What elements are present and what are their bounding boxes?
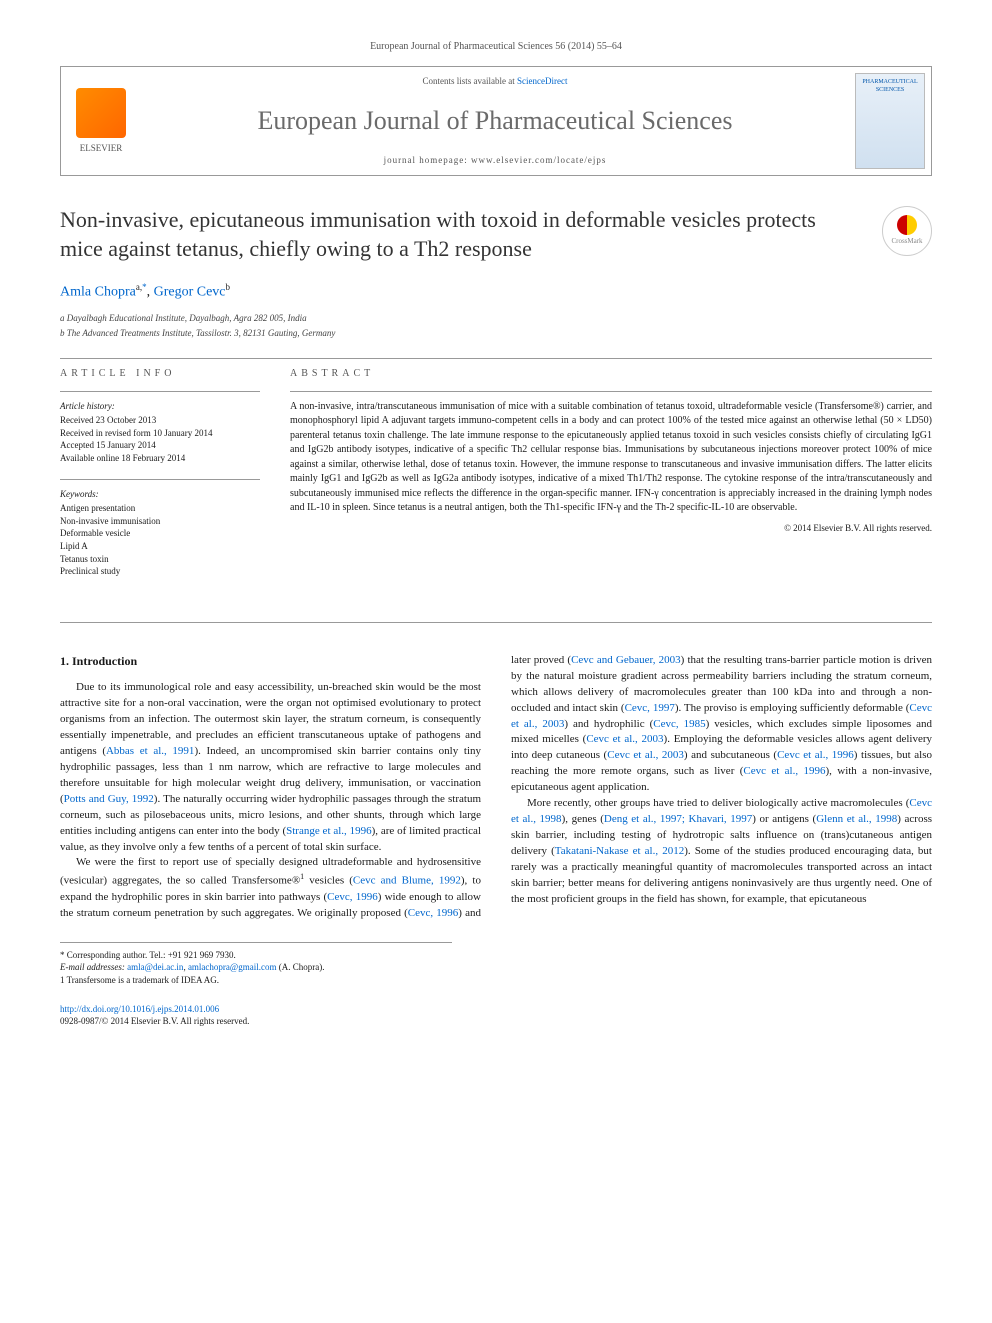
affiliations: a Dayalbagh Educational Institute, Dayal… bbox=[60, 312, 932, 339]
citation-link[interactable]: Cevc, 1997 bbox=[625, 702, 675, 714]
keyword: Antigen presentation bbox=[60, 502, 260, 515]
sciencedirect-link[interactable]: ScienceDirect bbox=[517, 76, 567, 86]
section-heading-intro: 1. Introduction bbox=[60, 653, 481, 670]
history-online: Available online 18 February 2014 bbox=[60, 452, 260, 465]
affiliation-a: a Dayalbagh Educational Institute, Dayal… bbox=[60, 312, 932, 325]
citation-link[interactable]: Cevc et al., 1996 bbox=[743, 765, 825, 777]
email-line: E-mail addresses: amla@dei.ac.in, amlach… bbox=[60, 961, 452, 974]
abstract-copyright: © 2014 Elsevier B.V. All rights reserved… bbox=[290, 522, 932, 535]
keyword: Preclinical study bbox=[60, 565, 260, 578]
homepage-url[interactable]: www.elsevier.com/locate/ejps bbox=[471, 155, 606, 165]
citation-link[interactable]: Strange et al., 1996 bbox=[286, 825, 372, 837]
citation-link[interactable]: Cevc et al., 2003 bbox=[607, 749, 684, 761]
keyword: Non-invasive immunisation bbox=[60, 515, 260, 528]
journal-cover-thumbnail[interactable]: PHARMACEUTICAL SCIENCES bbox=[855, 73, 925, 169]
footnotes: * Corresponding author. Tel.: +91 921 96… bbox=[60, 942, 452, 987]
authors: Amla Chopraa,*, Gregor Cevcb bbox=[60, 281, 932, 302]
keyword: Lipid A bbox=[60, 540, 260, 553]
divider bbox=[60, 479, 260, 480]
history-label: Article history: bbox=[60, 400, 260, 413]
abstract-heading: abstract bbox=[290, 367, 932, 381]
article-body: 1. Introduction Due to its immunological… bbox=[60, 653, 932, 922]
contents-prefix: Contents lists available at bbox=[423, 76, 517, 86]
citation-link[interactable]: Abbas et al., 1991 bbox=[106, 745, 194, 757]
citation-link[interactable]: Cevc et al., 2003 bbox=[586, 733, 663, 745]
article-info-heading: article info bbox=[60, 367, 260, 381]
keyword: Tetanus toxin bbox=[60, 553, 260, 566]
elsevier-logo[interactable]: ELSEVIER bbox=[61, 67, 141, 175]
header-center: Contents lists available at ScienceDirec… bbox=[141, 67, 849, 175]
author-link-2[interactable]: Gregor Cevc bbox=[154, 285, 226, 300]
history-accepted: Accepted 15 January 2014 bbox=[60, 439, 260, 452]
body-paragraph: More recently, other groups have tried t… bbox=[511, 796, 932, 908]
abstract-panel: abstract A non-invasive, intra/transcuta… bbox=[290, 367, 932, 592]
article-title: Non-invasive, epicutaneous immunisation … bbox=[60, 206, 862, 263]
citation-link[interactable]: Takatani-Nakase et al., 2012 bbox=[555, 845, 684, 857]
crossmark-icon bbox=[897, 215, 917, 235]
citation-link[interactable]: Potts and Guy, 1992 bbox=[64, 793, 154, 805]
doi-link[interactable]: http://dx.doi.org/10.1016/j.ejps.2014.01… bbox=[60, 1004, 219, 1014]
trademark-footnote: 1 Transfersome is a trademark of IDEA AG… bbox=[60, 974, 452, 987]
citation-link[interactable]: Cevc et al., 1996 bbox=[777, 749, 854, 761]
crossmark-badge[interactable]: CrossMark bbox=[882, 206, 932, 256]
keywords-label: Keywords: bbox=[60, 488, 260, 501]
citation-link[interactable]: Cevc and Blume, 1992 bbox=[353, 875, 461, 887]
doi-block: http://dx.doi.org/10.1016/j.ejps.2014.01… bbox=[60, 1003, 932, 1028]
article-info-panel: article info Article history: Received 2… bbox=[60, 367, 260, 592]
homepage-prefix: journal homepage: bbox=[384, 155, 471, 165]
journal-reference: European Journal of Pharmaceutical Scien… bbox=[60, 40, 932, 54]
elsevier-label: ELSEVIER bbox=[80, 142, 123, 155]
affiliation-b: b The Advanced Treatments Institute, Tas… bbox=[60, 327, 932, 340]
divider bbox=[60, 622, 932, 623]
homepage-line: journal homepage: www.elsevier.com/locat… bbox=[149, 154, 841, 167]
email-link[interactable]: amlachopra@gmail.com bbox=[188, 962, 277, 972]
issn-copyright: 0928-0987/© 2014 Elsevier B.V. All right… bbox=[60, 1015, 932, 1028]
crossmark-label: CrossMark bbox=[891, 237, 922, 247]
author2-affil-sup: b bbox=[226, 282, 231, 292]
contents-line: Contents lists available at ScienceDirec… bbox=[149, 75, 841, 88]
citation-link[interactable]: Glenn et al., 1998 bbox=[816, 813, 897, 825]
divider bbox=[60, 358, 932, 359]
citation-link[interactable]: Cevc, 1996 bbox=[327, 891, 378, 903]
journal-header: ELSEVIER Contents lists available at Sci… bbox=[60, 66, 932, 176]
author-link-1[interactable]: Amla Chopra bbox=[60, 285, 136, 300]
author-sep: , bbox=[147, 285, 154, 300]
citation-link[interactable]: Deng et al., 1997; Khavari, 1997 bbox=[604, 813, 752, 825]
body-paragraph: Due to its immunological role and easy a… bbox=[60, 680, 481, 855]
elsevier-tree-icon bbox=[76, 88, 126, 138]
email-link[interactable]: amla@dei.ac.in bbox=[127, 962, 183, 972]
history-revised: Received in revised form 10 January 2014 bbox=[60, 427, 260, 440]
divider bbox=[60, 391, 260, 392]
abstract-text: A non-invasive, intra/transcutaneous imm… bbox=[290, 400, 932, 516]
citation-link[interactable]: Cevc, 1996 bbox=[408, 907, 459, 919]
citation-link[interactable]: Cevc, 1985 bbox=[653, 718, 705, 730]
corresponding-author-note: * Corresponding author. Tel.: +91 921 96… bbox=[60, 949, 452, 962]
keyword: Deformable vesicle bbox=[60, 527, 260, 540]
journal-title: European Journal of Pharmaceutical Scien… bbox=[149, 103, 841, 139]
history-received: Received 23 October 2013 bbox=[60, 414, 260, 427]
divider bbox=[290, 391, 932, 392]
citation-link[interactable]: Cevc and Gebauer, 2003 bbox=[571, 654, 681, 666]
